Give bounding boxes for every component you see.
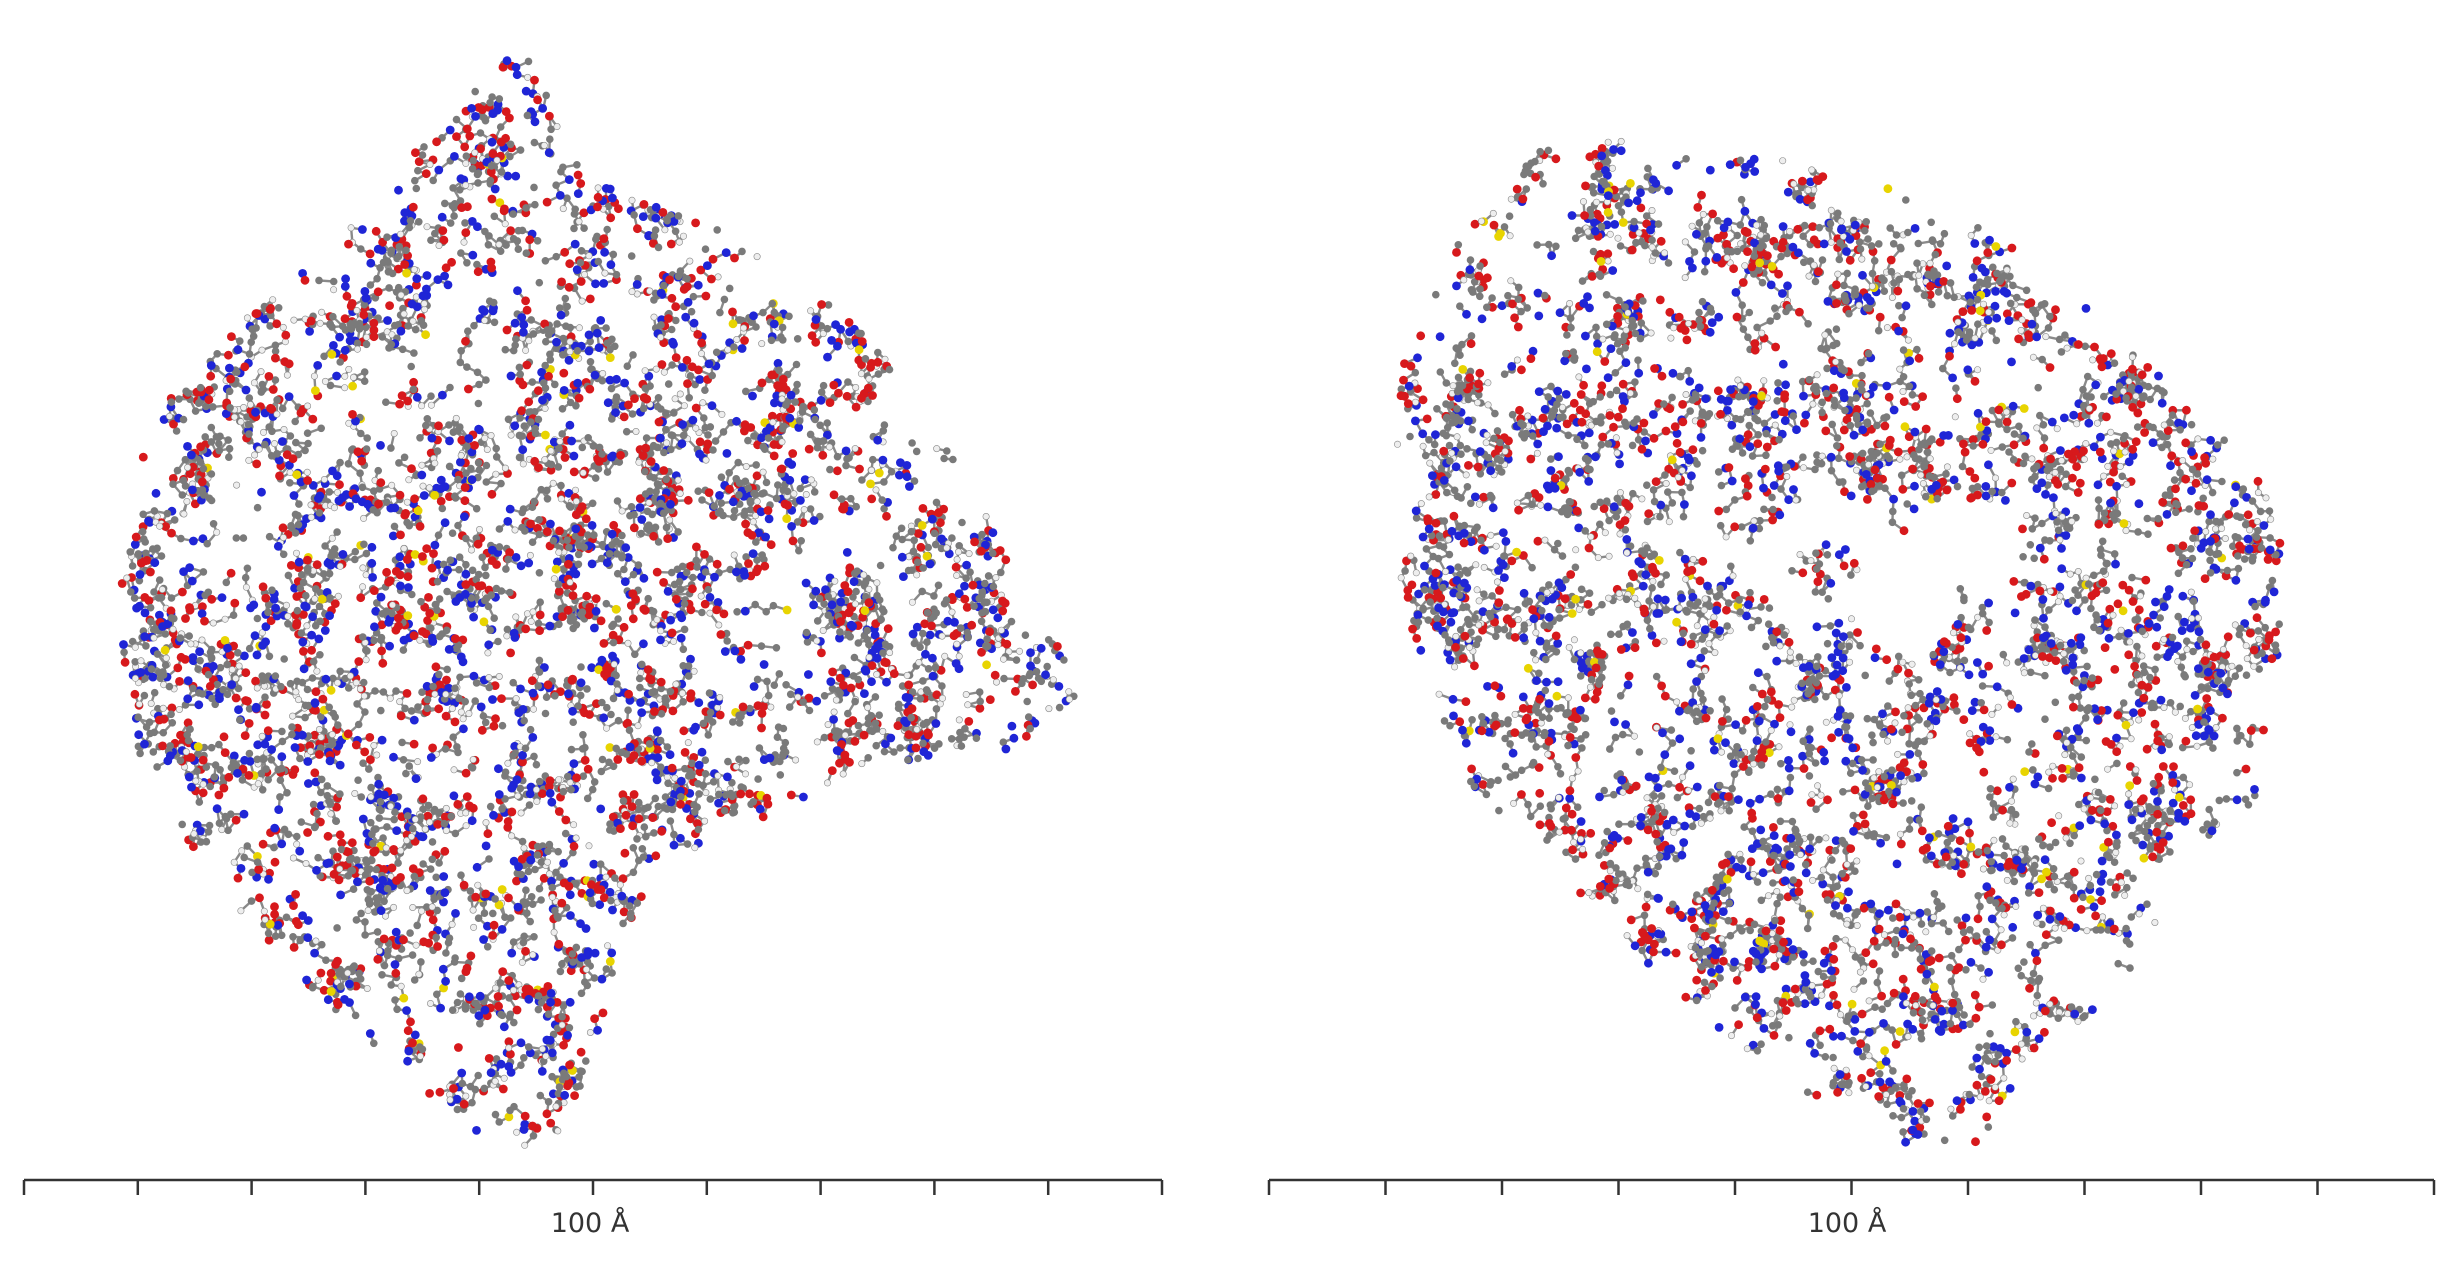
- scale-bar-label-right: 100 Å: [1807, 1208, 1887, 1239]
- scale-bar-label-left: 100 Å: [550, 1208, 630, 1239]
- atom-spheres: [117, 56, 1078, 1149]
- molecule-panel-left: 100 Å: [22, 56, 1164, 1239]
- protein-structure-render-left: [117, 56, 1078, 1149]
- scale-bar-left: [22, 1178, 1164, 1195]
- protein-structure-render-right: [1394, 137, 2285, 1147]
- molecule-panel-right: 100 Å: [1224, 0, 2448, 1262]
- scale-bar-right: [1267, 1178, 2436, 1195]
- atom-spheres: [1394, 137, 2285, 1147]
